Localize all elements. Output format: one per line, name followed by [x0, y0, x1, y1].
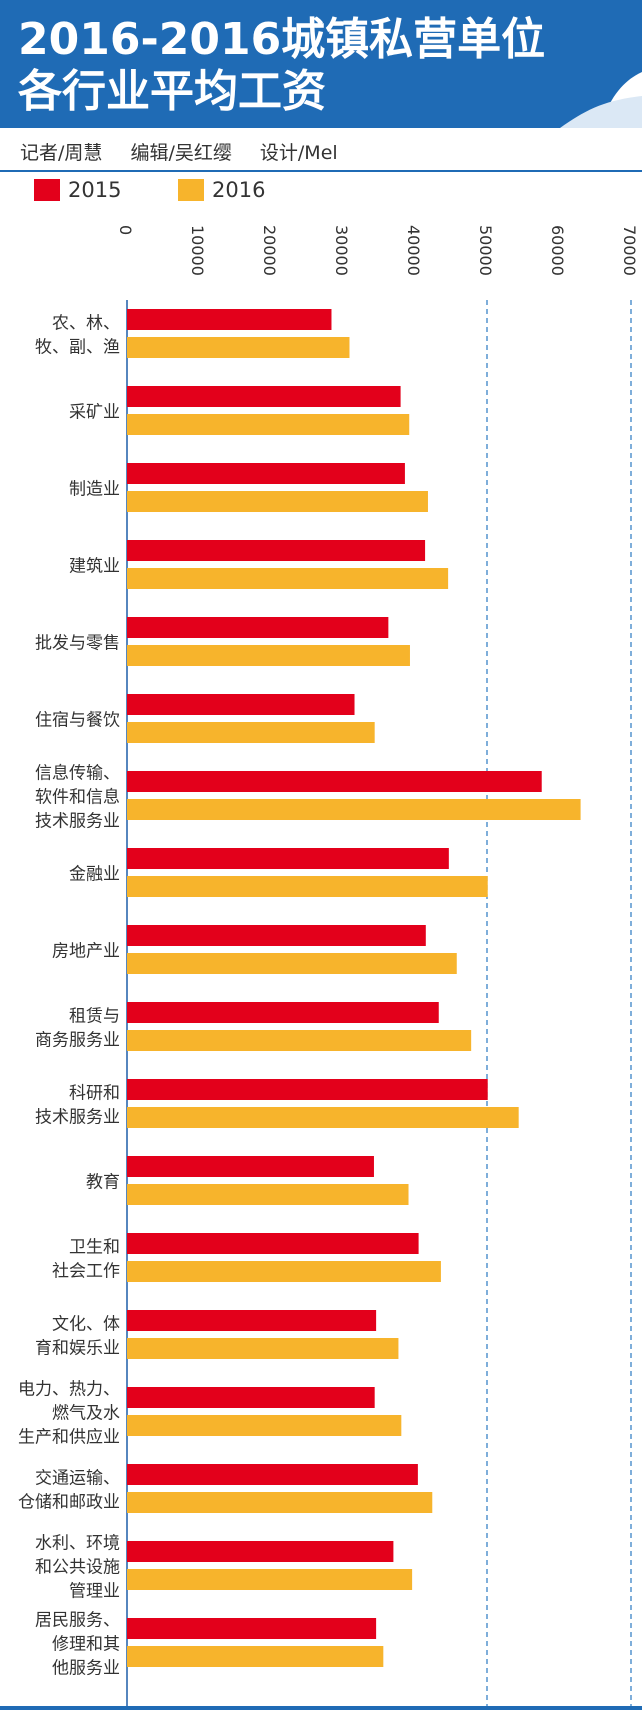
category-label: 文化、体 [52, 1315, 120, 1335]
category-label: 社会工作 [52, 1262, 120, 1282]
bar-2016 [127, 1338, 399, 1359]
category-label: 房地产业 [52, 942, 120, 962]
category-label: 交通运输、 [35, 1469, 120, 1489]
bar-2016 [127, 1492, 433, 1513]
bar-2015 [127, 309, 332, 330]
bar-2016 [127, 1030, 472, 1051]
bar-2016 [127, 876, 488, 897]
category-label: 燃气及水 [52, 1404, 120, 1424]
bar-2016 [127, 645, 410, 666]
bar-2016 [127, 337, 350, 358]
bar-2015 [127, 1310, 377, 1331]
x-tick-label: 60000 [548, 225, 567, 276]
category-label: 居民服务、 [35, 1611, 120, 1631]
bar-2015 [127, 1002, 439, 1023]
bar-2015 [127, 694, 355, 715]
bar-2015 [127, 1233, 419, 1254]
category-label: 修理和其 [52, 1635, 120, 1655]
category-label: 仓储和邮政业 [18, 1493, 120, 1513]
bar-2015 [127, 463, 405, 484]
legend-label-2016: 2016 [212, 178, 266, 202]
category-label: 管理业 [69, 1582, 120, 1602]
bar-2015 [127, 1464, 418, 1485]
category-label: 卫生和 [69, 1238, 120, 1258]
bar-2016 [127, 1569, 413, 1590]
category-label: 育和娱乐业 [35, 1339, 120, 1359]
category-label: 批发与零售 [35, 634, 120, 654]
bar-2015 [127, 1079, 488, 1100]
category-label: 他服务业 [52, 1659, 120, 1679]
category-label: 金融业 [69, 865, 120, 885]
bottom-divider [0, 1706, 642, 1710]
category-label: 软件和信息 [35, 788, 120, 808]
credit-reporter: 记者/周慧 [20, 142, 103, 164]
bar-2015 [127, 1541, 394, 1562]
legend-item-2016: 2016 [178, 178, 265, 202]
page-title-line-2: 各行业平均工资 [18, 66, 326, 117]
bar-2015 [127, 386, 401, 407]
category-label: 水利、环境 [35, 1534, 120, 1554]
category-label: 信息传输、 [35, 764, 120, 784]
category-label: 电力、热力、 [18, 1380, 120, 1400]
bar-2016 [127, 1107, 519, 1128]
x-tick-label: 30000 [332, 225, 351, 276]
category-label: 教育 [86, 1173, 120, 1193]
category-label: 技术服务业 [35, 1108, 120, 1128]
x-tick-label: 50000 [476, 225, 495, 276]
x-tick-label: 0 [116, 225, 135, 235]
bar-2016 [127, 1646, 384, 1667]
x-tick-label: 10000 [188, 225, 207, 276]
x-tick-label: 20000 [260, 225, 279, 276]
category-label: 农、林、 [52, 314, 120, 334]
category-label: 建筑业 [69, 557, 120, 577]
credits: 记者/周慧 编辑/吴红缨 设计/Mel [20, 138, 360, 165]
bar-2016 [127, 414, 410, 435]
legend-swatch-2016 [178, 179, 204, 201]
banner-wave-decoration [560, 72, 642, 128]
legend-label-2015: 2015 [68, 178, 122, 202]
bar-2015 [127, 848, 449, 869]
category-label: 商务服务业 [35, 1031, 120, 1051]
page-title-line-1: 2016-2016城镇私营单位 [18, 14, 546, 65]
x-tick-label: 70000 [620, 225, 639, 276]
bar-2015 [127, 771, 542, 792]
category-label: 采矿业 [69, 403, 120, 423]
bar-2016 [127, 722, 375, 743]
category-label: 制造业 [69, 480, 120, 500]
category-label: 牧、副、渔 [35, 338, 120, 358]
category-label: 技术服务业 [35, 812, 120, 832]
bar-2015 [127, 1156, 374, 1177]
bar-2015 [127, 1387, 375, 1408]
bar-2015 [127, 617, 389, 638]
bar-2016 [127, 1184, 409, 1205]
legend-item-2015: 2015 [34, 178, 121, 202]
title-banner: 2016-2016城镇私营单位 各行业平均工资 [0, 0, 642, 128]
category-label: 住宿与餐饮 [35, 711, 120, 731]
credit-designer: 设计/Mel [259, 142, 338, 164]
bar-2015 [127, 925, 426, 946]
x-tick-label: 40000 [404, 225, 423, 276]
bar-2015 [127, 1618, 377, 1639]
bar-2016 [127, 1415, 402, 1436]
legend-swatch-2015 [34, 179, 60, 201]
bar-2016 [127, 953, 457, 974]
bar-2015 [127, 540, 426, 561]
bar-2016 [127, 568, 449, 589]
bar-2016 [127, 1261, 441, 1282]
category-label: 生产和供应业 [18, 1428, 120, 1448]
bar-2016 [127, 491, 428, 512]
bar-2016 [127, 799, 581, 820]
category-label: 和公共设施 [35, 1558, 120, 1578]
credit-editor: 编辑/吴红缨 [130, 142, 232, 164]
category-label: 租赁与 [69, 1007, 120, 1027]
credit-divider [0, 170, 642, 172]
category-label: 科研和 [69, 1084, 120, 1104]
